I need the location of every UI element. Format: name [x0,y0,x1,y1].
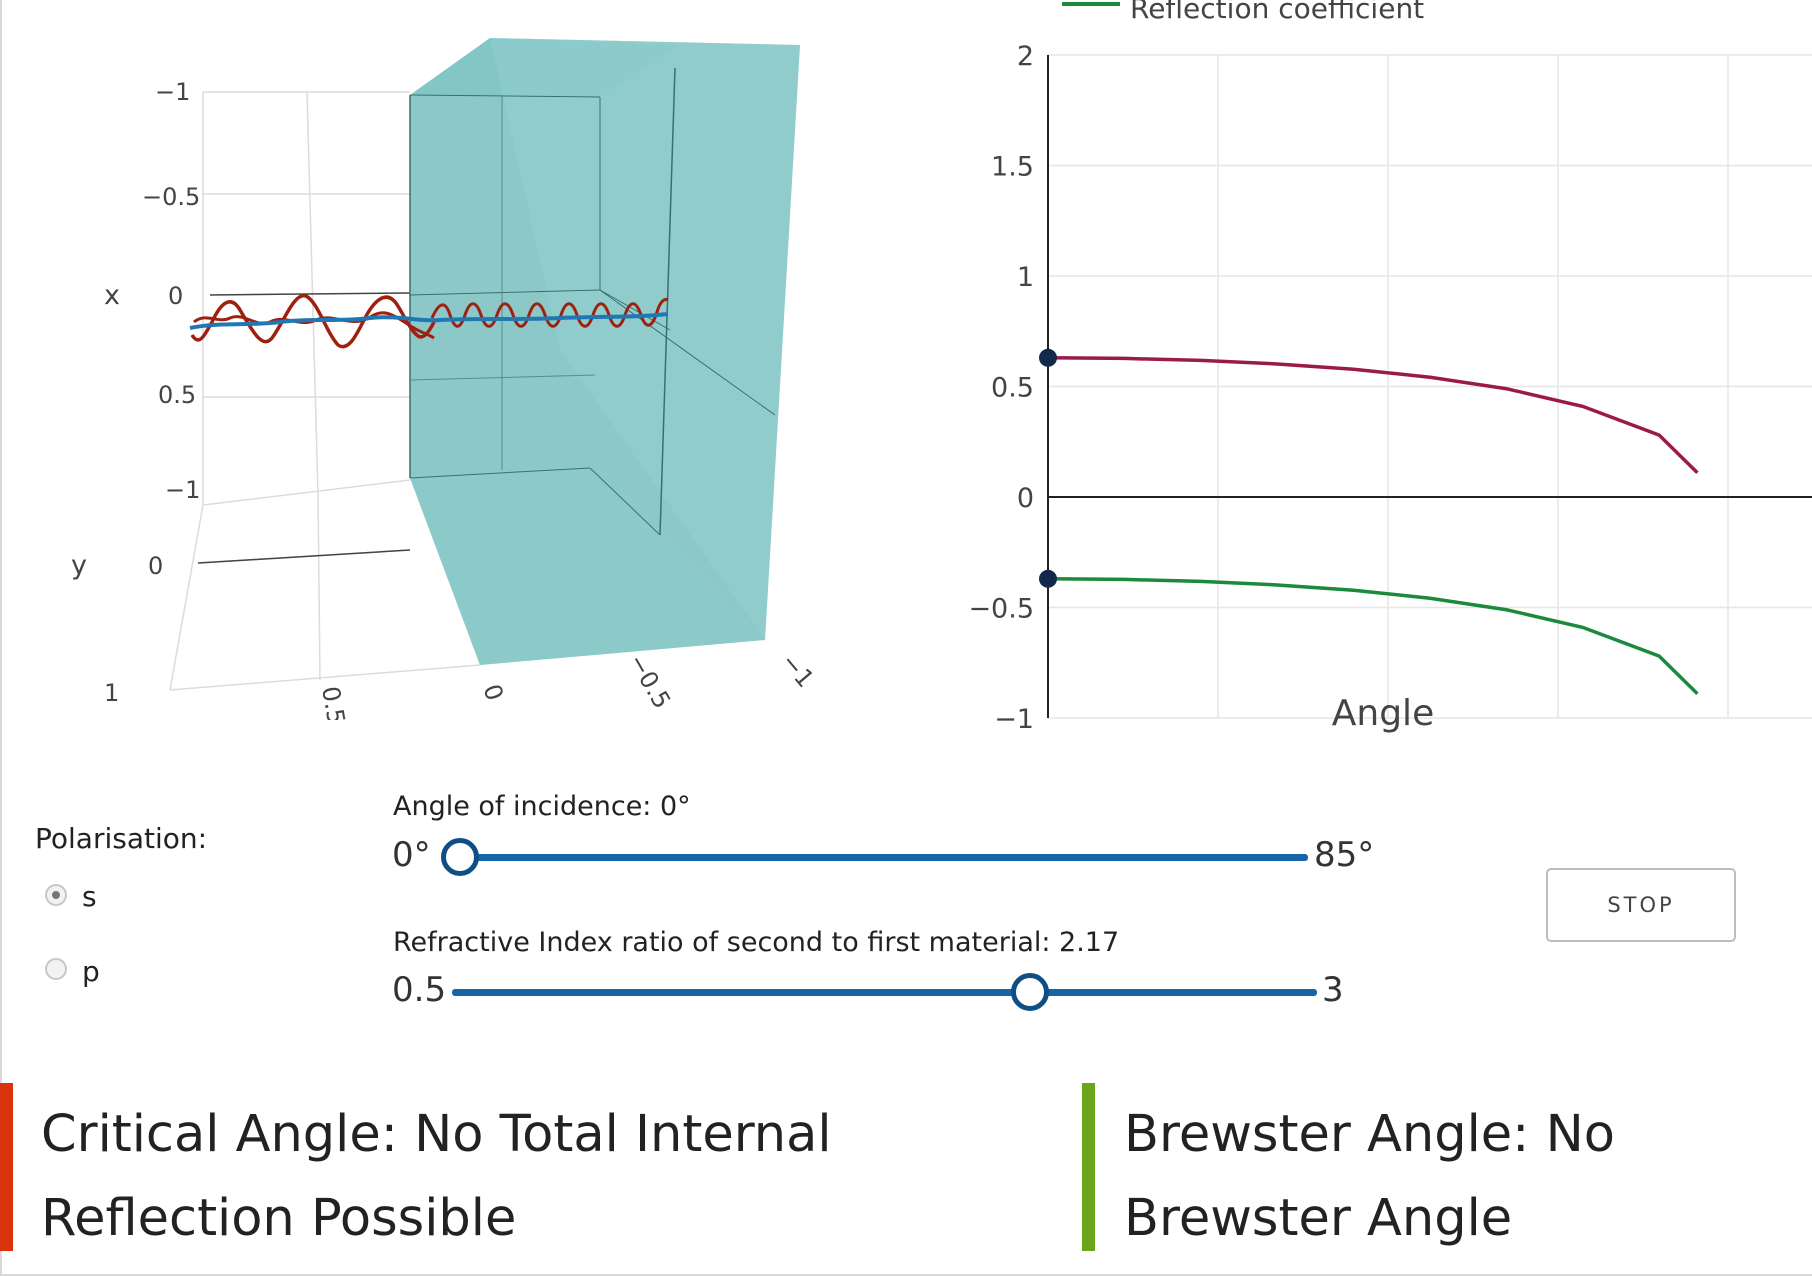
polarisation-option-s-label[interactable]: s [82,880,97,913]
slab-volume [409,38,800,665]
y-tick-label: −0.5 [968,594,1034,625]
y-tick-label: 0 [1017,483,1034,514]
x-tick-label: −1 [155,78,190,106]
x-tick-label: −0.5 [142,183,200,211]
incident-wave-red [190,294,436,349]
critical-angle-text: Critical Angle: No Total Internal Reflec… [41,1105,832,1248]
z-tick-label: 0.5 [316,684,350,720]
y-tick-label: 1.5 [991,152,1034,183]
brewster-angle-text: Brewster Angle: No Brewster Angle [1124,1105,1615,1248]
polarisation-radio-p[interactable] [45,958,67,980]
wave-blue [189,312,669,330]
polarisation-label: Polarisation: [35,822,208,855]
refractive-index-max-label: 3 [1322,970,1344,1010]
y-tick-label: 0 [148,552,163,580]
current-angle-marker [1039,569,1057,588]
angle-max-label: 85° [1314,835,1375,875]
angle-slider-track[interactable] [441,838,1308,876]
page-left-border [0,0,2,1276]
angle-min-label: 0° [392,835,431,875]
legend[interactable]: Reflection coefficient [1062,0,1424,25]
y-axis-title: y [71,550,87,581]
critical-angle-accent-bar [0,1083,13,1251]
y-tick-label: −1 [994,704,1034,735]
reflection-chart[interactable]: Reflection coefficient 2 1.5 1 0.5 0 −0.5 −1 A… [940,0,1812,740]
critical-angle-callout: Critical Angle: No Total Internal Reflec… [0,1083,1060,1251]
transmitted-wave-red [430,298,669,328]
z-tick-label: −0.5 [623,649,676,713]
z-tick-label: −1 [775,648,819,693]
plot-3d-canvas[interactable]: −1 −0.5 0 0.5 −1 x 0 1 y 0.5 0 −0.5 −1 [0,0,890,720]
x-tick-label: −1 [165,476,200,504]
x-axis-label: Angle [1332,693,1434,734]
x-axis-title: x [104,280,120,311]
y-tick-label: 2 [1017,41,1034,72]
z-tick-label: 0 [477,680,509,704]
angle-slider-thumb[interactable] [441,838,479,876]
x-tick-label: 0.5 [158,381,196,409]
page-bottom-border [0,1274,1812,1276]
refractive-index-min-label: 0.5 [392,970,447,1010]
angle-slider-label: Angle of incidence: 0° [393,791,691,822]
refractive-index-slider-track[interactable] [452,973,1317,1011]
plot-3d[interactable]: −1 −0.5 0 0.5 −1 x 0 1 y 0.5 0 −0.5 −1 [0,0,890,720]
legend-label-reflection: Reflection coefficient [1130,0,1424,25]
polarisation-radio-s[interactable] [45,884,67,906]
brewster-angle-callout: Brewster Angle: No Brewster Angle [1082,1083,1812,1251]
current-angle-marker [1039,348,1057,367]
x-tick-label: 0 [168,282,183,310]
y-tick-label: 0.5 [991,373,1034,404]
y-tick-label: 1 [104,679,119,707]
brewster-angle-accent-bar [1082,1083,1095,1251]
refractive-index-slider-thumb[interactable] [1010,973,1049,1011]
y-tick-label: 1 [1017,262,1034,293]
refractive-index-slider-label: Refractive Index ratio of second to firs… [393,927,1120,958]
series-line-transmission [1047,356,1699,474]
reflection-chart-canvas[interactable]: Reflection coefficient 2 1.5 1 0.5 0 −0.5 −1 A… [940,0,1812,740]
series-line-reflection [1047,577,1699,695]
polarisation-option-p-label[interactable]: p [82,955,100,988]
stop-button[interactable]: STOP [1546,868,1736,942]
